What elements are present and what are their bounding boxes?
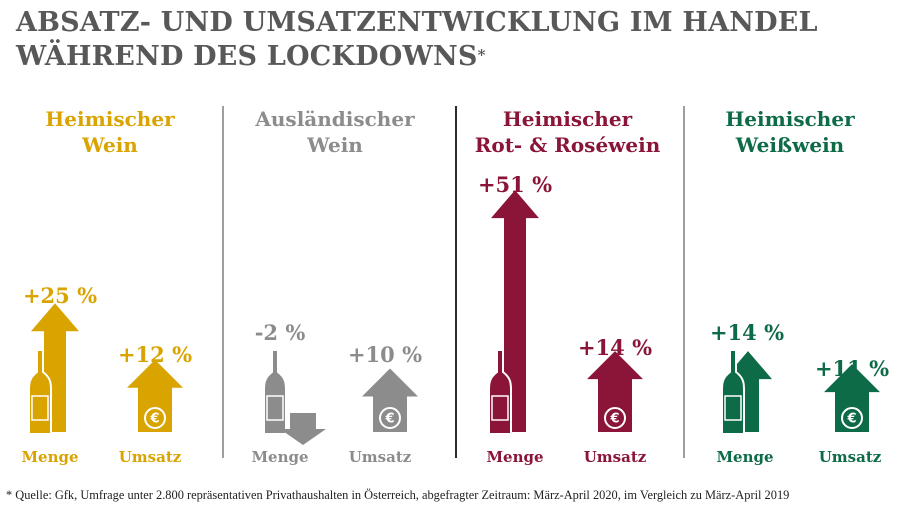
footnote: * Quelle: Gfk, Umfrage unter 2.800 reprä…: [6, 488, 790, 502]
category-label-auslaendischer-wein-menge: Menge: [251, 448, 309, 466]
euro-icon-heimischer-wein: €: [144, 407, 166, 429]
umsatz-arrow-heimischer-wein: [127, 359, 183, 432]
category-label-weisswein-umsatz: Umsatz: [818, 448, 882, 466]
value-label-weisswein-menge: +14 %: [709, 320, 785, 345]
page-title: ABSATZ- UND UMSATZENTWICKLUNG IM HANDEL …: [16, 6, 818, 74]
category-label-heimischer-wein-menge: Menge: [21, 448, 79, 466]
category-label-heimischer-wein-umsatz: Umsatz: [118, 448, 182, 466]
panel-title-weisswein: Heimischer Weißwein: [725, 107, 855, 157]
umsatz-arrow-weisswein: [824, 364, 880, 432]
umsatz-arrow-auslaendischer-wein: [362, 368, 418, 432]
title-footnote-mark: *: [477, 46, 486, 64]
panel-title-auslaendischer-wein: Ausländischer Wein: [255, 107, 415, 157]
panel-divider-3: [683, 106, 685, 458]
euro-icon-weisswein: €: [841, 407, 863, 429]
wine-bottle-icon-weisswein: [721, 349, 745, 435]
menge-arrow-heimischer-wein: [31, 303, 79, 432]
value-label-auslaendischer-wein-menge: -2 %: [254, 320, 306, 345]
title-line-2: WÄHREND DES LOCKDOWNS: [16, 41, 478, 72]
wine-bottle-icon-auslaendischer-wein: [263, 349, 287, 435]
svg-text:€: €: [846, 412, 856, 427]
panel-title-heimischer-wein: Heimischer Wein: [45, 107, 175, 157]
category-label-weisswein-menge: Menge: [716, 448, 774, 466]
svg-text:€: €: [609, 412, 619, 427]
title-line-1: ABSATZ- UND UMSATZENTWICKLUNG IM HANDEL: [16, 7, 818, 38]
svg-text:€: €: [149, 412, 159, 427]
svg-text:€: €: [384, 412, 394, 427]
menge-arrow-auslaendischer-wein: [280, 413, 326, 445]
category-label-auslaendischer-wein-umsatz: Umsatz: [348, 448, 412, 466]
panel-divider-1: [222, 106, 224, 458]
panel-title-rot-rose: Heimischer Rot- & Roséwein: [474, 107, 661, 157]
category-label-rot-rose-umsatz: Umsatz: [583, 448, 647, 466]
euro-icon-rot-rose: €: [604, 407, 626, 429]
wine-bottle-icon-rot-rose: [488, 349, 512, 435]
panel-divider-2: [455, 106, 457, 458]
umsatz-arrow-rot-rose: [587, 351, 643, 432]
category-label-rot-rose-menge: Menge: [486, 448, 544, 466]
value-label-auslaendischer-wein-umsatz: +10 %: [347, 342, 423, 367]
menge-arrow-rot-rose: [491, 190, 539, 432]
wine-bottle-icon-heimischer-wein: [28, 349, 52, 435]
value-label-heimischer-wein-menge: +25 %: [22, 283, 98, 308]
euro-icon-auslaendischer-wein: €: [379, 407, 401, 429]
